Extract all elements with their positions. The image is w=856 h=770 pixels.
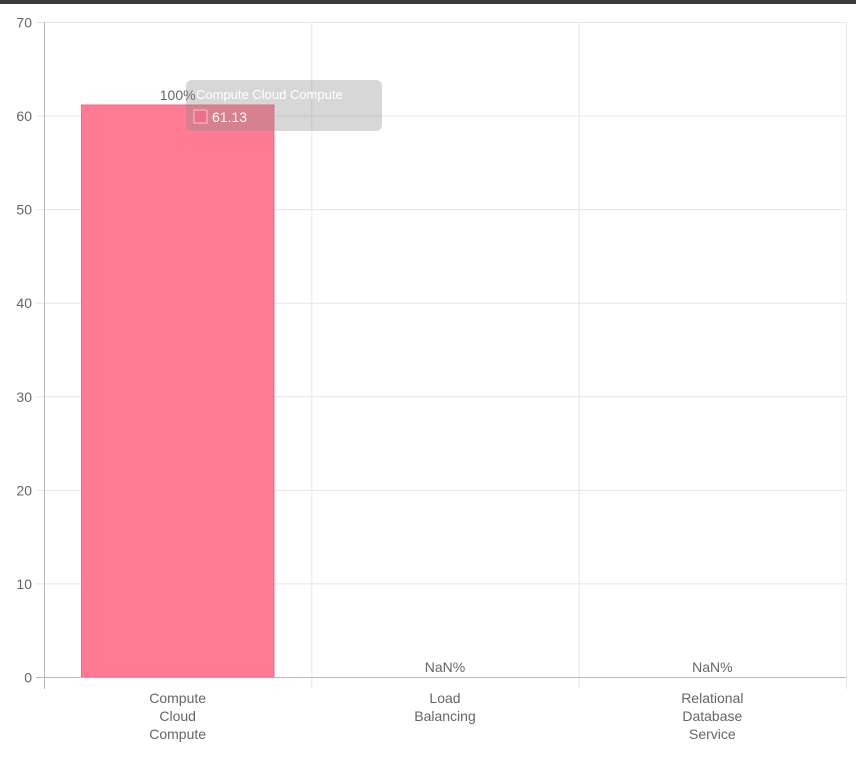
y-tick-label: 70 [16,15,32,31]
bars [80,104,275,678]
x-tick-label: Compute [149,690,206,706]
tooltip-swatch [193,109,208,124]
axes: 0 10 20 30 40 50 60 70 Compute Cloud Compute Load Ba… [16,15,846,742]
x-tick-label: Service [689,726,736,742]
tooltip-value: 61.13 [212,109,247,125]
data-labels: 100% NaN% NaN% [160,87,733,675]
y-tick-label: 0 [24,670,32,686]
x-tick-label: Relational [681,690,743,706]
y-tick-label: 60 [16,108,32,124]
window-top-bar [0,0,856,4]
data-label: NaN% [692,659,732,675]
y-tick-label: 30 [16,389,32,405]
tooltip-title: Compute Cloud Compute [196,87,343,102]
x-tick-label: Compute [149,726,206,742]
y-tick-label: 20 [16,482,32,498]
x-tick-label: Cloud [159,708,196,724]
data-label: 100% [160,87,196,103]
x-tick-label: Load [429,690,460,706]
tooltip: Compute Cloud Compute 61.13 [186,80,382,131]
x-tick-label: Balancing [414,708,476,724]
y-tick-label: 50 [16,202,32,218]
x-tick-label: Database [682,708,742,724]
y-tick-label: 40 [16,295,32,311]
data-label: NaN% [425,659,465,675]
bar[interactable] [80,104,275,678]
tooltip-background [186,80,382,131]
y-tick-label: 10 [16,576,32,592]
